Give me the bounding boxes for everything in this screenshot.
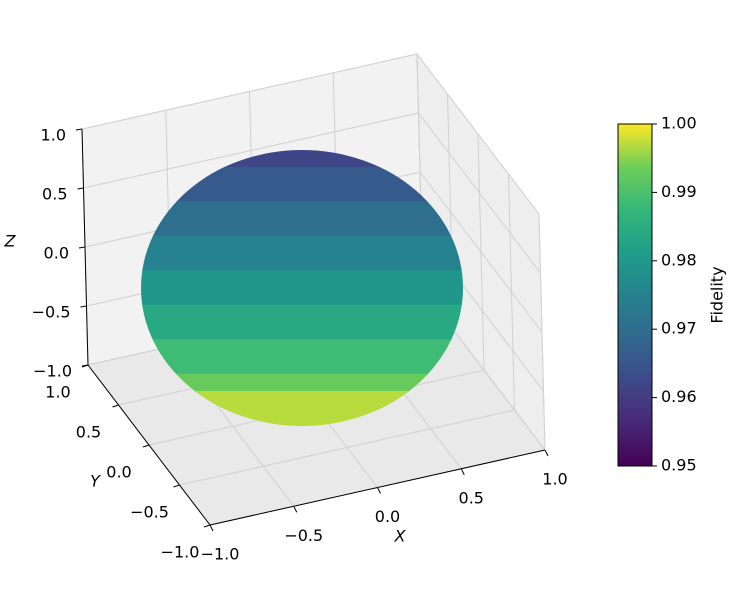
surface-band — [141, 235, 463, 272]
tick-mark — [75, 128, 83, 131]
tick-mark — [112, 404, 119, 408]
y-tick-label: −1.0 — [161, 543, 200, 562]
y-tick-label: 0.5 — [76, 423, 101, 442]
colorbar-tick-label: 0.99 — [661, 182, 697, 201]
z-tick-label: 0.5 — [42, 185, 67, 204]
x-tick-label: 0.0 — [375, 507, 400, 526]
tick-mark — [293, 506, 298, 513]
tick-mark — [209, 524, 214, 532]
grid-line — [419, 171, 543, 333]
x-axis-line — [209, 449, 546, 526]
colorbar-tick-label: 0.95 — [661, 456, 697, 475]
z-axis-line — [81, 128, 89, 366]
tick-mark — [81, 364, 89, 367]
surface-band — [141, 270, 463, 306]
z-axis-label: Z — [4, 232, 17, 251]
tick-mark — [78, 246, 86, 249]
tick-mark — [544, 449, 549, 457]
y-tick-label: 0.0 — [106, 463, 131, 482]
y-tick-label: −0.5 — [130, 503, 169, 522]
tick-mark — [77, 187, 84, 190]
surface-band — [141, 201, 463, 237]
tick-mark — [203, 524, 211, 528]
tick-mark — [142, 444, 150, 448]
grid-line — [81, 53, 418, 130]
tick-mark — [377, 487, 381, 494]
colorbar-tick-label: 0.97 — [661, 319, 697, 338]
grid-line — [83, 112, 419, 189]
z-tick-label: 1.0 — [41, 126, 66, 145]
x-tick-label: −0.5 — [284, 526, 323, 545]
tick-mark — [460, 468, 465, 475]
x-tick-label: −1.0 — [201, 545, 240, 564]
z-tick-label: −0.5 — [32, 303, 71, 322]
grid-line — [416, 53, 540, 215]
z-tick-label: 0.0 — [44, 244, 69, 263]
surface-band — [141, 304, 463, 341]
y-axis-line — [87, 364, 211, 526]
y-tick-label: 1.0 — [45, 383, 70, 402]
tick-mark — [80, 305, 87, 308]
x-tick-label: 1.0 — [542, 470, 567, 489]
colorbar-tick-label: 0.96 — [661, 387, 697, 406]
grid-line — [418, 112, 541, 274]
z-tick-label: −1.0 — [33, 362, 72, 381]
x-tick-label: 0.5 — [459, 488, 484, 507]
grid-line — [179, 409, 515, 486]
colorbar-label: Fidelity — [708, 266, 727, 323]
colorbar-tick-label: 1.00 — [661, 114, 697, 133]
tick-mark — [173, 484, 180, 488]
y-axis-label: Y — [90, 472, 101, 491]
colorbar-tick-label: 0.98 — [661, 250, 697, 269]
colorbar — [617, 123, 653, 467]
x-axis-label: X — [394, 527, 407, 546]
surface-band — [141, 339, 463, 375]
